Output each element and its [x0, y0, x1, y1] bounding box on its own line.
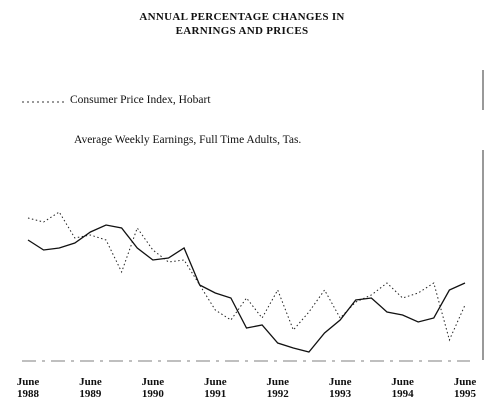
x-tick-label: June 1990: [141, 376, 165, 400]
x-tick-label: June 1994: [391, 376, 414, 400]
x-tick-label: June 1993: [328, 376, 352, 400]
x-tick-label: June 1995: [453, 376, 477, 400]
legend-label: Consumer Price Index, Hobart: [70, 94, 211, 106]
line: [27, 224, 466, 353]
legend-label: Average Weekly Earnings, Full Time Adult…: [74, 134, 302, 146]
x-tick-label: June 1989: [79, 376, 102, 400]
x-tick-label: June 1992: [266, 376, 290, 400]
x-tick-label: June 1988: [16, 376, 40, 400]
x-tick-label: June 1991: [203, 376, 227, 400]
chart-title: ANNUAL PERCENTAGE CHANGES IN EARNINGS AN…: [139, 11, 345, 37]
